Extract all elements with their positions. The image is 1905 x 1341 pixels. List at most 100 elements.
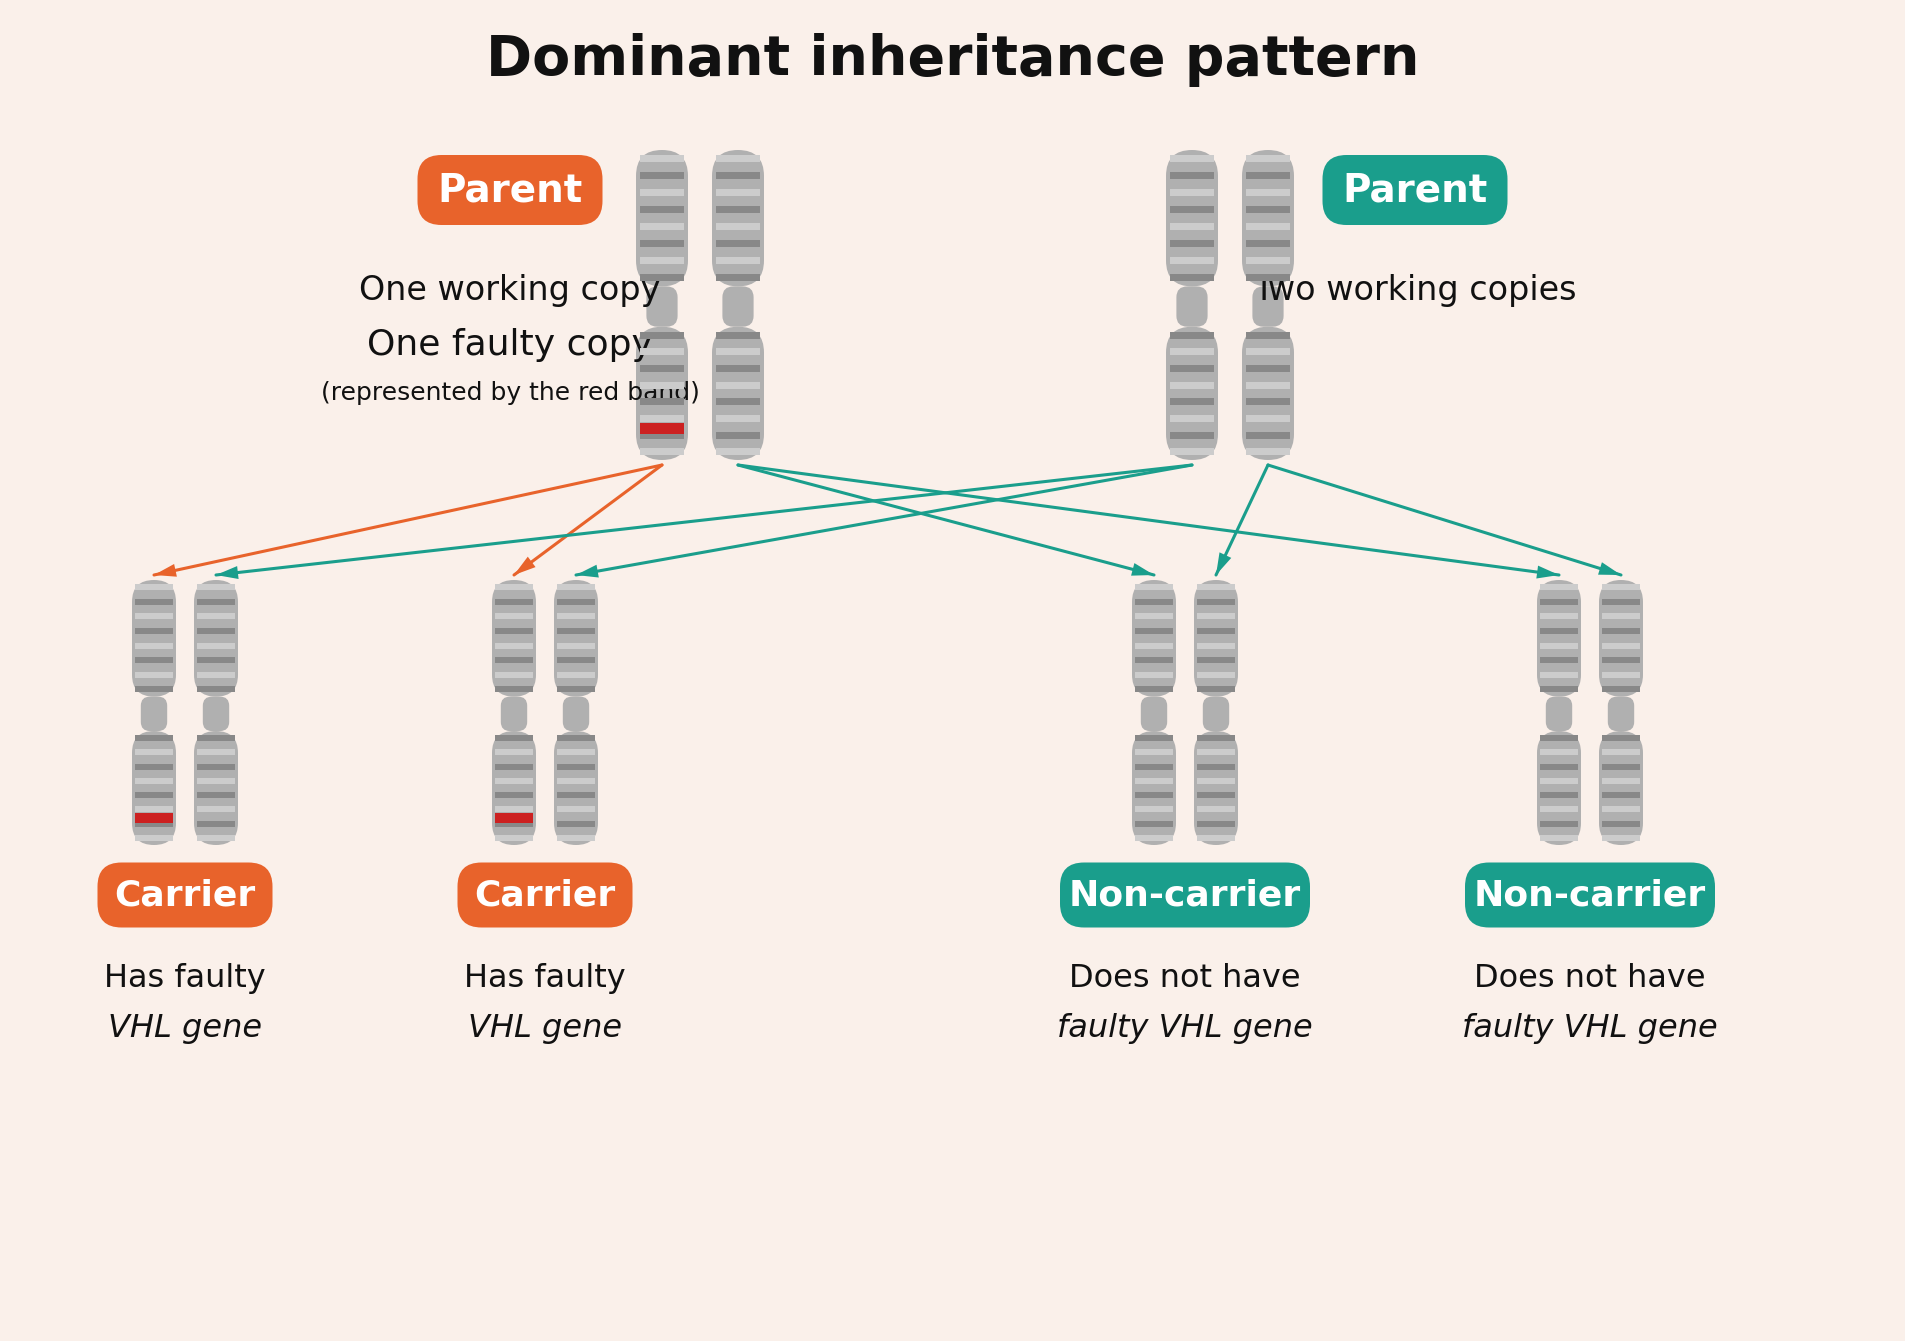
FancyBboxPatch shape [1608,696,1633,731]
Bar [495,778,533,784]
FancyBboxPatch shape [1202,696,1229,731]
Bar [495,835,533,841]
Bar [640,207,684,213]
Bar [1196,599,1234,605]
Bar [1602,672,1638,677]
Bar [1135,778,1172,784]
Bar [1196,585,1234,590]
FancyBboxPatch shape [1598,731,1642,845]
Bar [1170,189,1213,196]
Bar [556,763,594,770]
Bar [495,821,533,826]
Text: VHL gene: VHL gene [469,1012,621,1043]
Bar [1196,613,1234,620]
FancyBboxPatch shape [1132,731,1175,845]
Bar [135,585,173,590]
Polygon shape [1535,566,1558,578]
Bar [1135,657,1172,664]
Polygon shape [1130,563,1153,575]
Bar [135,806,173,813]
Bar [1135,672,1172,677]
Bar [640,422,684,434]
Bar [135,778,173,784]
Bar [1246,432,1290,439]
Bar [1196,835,1234,841]
Bar [196,793,234,798]
FancyBboxPatch shape [457,862,632,928]
Bar [1539,687,1577,692]
Bar [1170,240,1213,247]
Bar [1539,750,1577,755]
FancyBboxPatch shape [712,327,764,460]
Bar [1602,763,1638,770]
Bar [1246,414,1290,422]
Bar [556,628,594,634]
Bar [135,672,173,677]
Text: Dominant inheritance pattern: Dominant inheritance pattern [486,34,1419,87]
FancyBboxPatch shape [562,696,589,731]
FancyBboxPatch shape [131,731,175,845]
Bar [1196,778,1234,784]
Bar [1135,628,1172,634]
Bar [495,750,533,755]
Bar [135,763,173,770]
Polygon shape [575,565,598,578]
Text: Non-carrier: Non-carrier [1069,878,1301,912]
FancyBboxPatch shape [491,731,535,845]
Bar [196,763,234,770]
Bar [714,382,760,389]
FancyBboxPatch shape [646,287,678,327]
Bar [135,657,173,664]
Bar [135,750,173,755]
Bar [1602,628,1638,634]
Bar [1602,806,1638,813]
Bar [714,398,760,405]
Bar [1539,657,1577,664]
Bar [1135,687,1172,692]
Bar [1135,806,1172,813]
FancyBboxPatch shape [636,150,688,287]
Bar [640,189,684,196]
Bar [1196,642,1234,649]
Bar [1170,257,1213,264]
Bar [135,642,173,649]
Bar [495,672,533,677]
Bar [1602,657,1638,664]
Bar [1602,687,1638,692]
FancyBboxPatch shape [131,581,175,696]
Bar [1135,750,1172,755]
Bar [1196,750,1234,755]
Bar [1170,398,1213,405]
Bar [495,599,533,605]
Bar [640,223,684,231]
Bar [495,806,533,813]
Bar [1246,331,1290,338]
Bar [196,750,234,755]
FancyBboxPatch shape [1598,581,1642,696]
Bar [1246,207,1290,213]
Bar [135,793,173,798]
Bar [714,349,760,355]
Text: Carrier: Carrier [114,878,255,912]
Bar [1539,613,1577,620]
Text: Does not have: Does not have [1473,963,1705,994]
Bar [1170,432,1213,439]
FancyBboxPatch shape [712,150,764,287]
Bar [556,585,594,590]
Bar [640,156,684,162]
Bar [135,735,173,742]
Bar [556,642,594,649]
Bar [556,793,594,798]
Bar [196,778,234,784]
FancyBboxPatch shape [1535,731,1579,845]
Bar [1602,585,1638,590]
Bar [714,365,760,371]
Bar [495,613,533,620]
Polygon shape [514,557,535,575]
FancyBboxPatch shape [554,731,598,845]
Bar [495,628,533,634]
Text: Parent: Parent [1341,172,1486,209]
Bar [714,189,760,196]
FancyBboxPatch shape [417,156,602,225]
Bar [196,672,234,677]
